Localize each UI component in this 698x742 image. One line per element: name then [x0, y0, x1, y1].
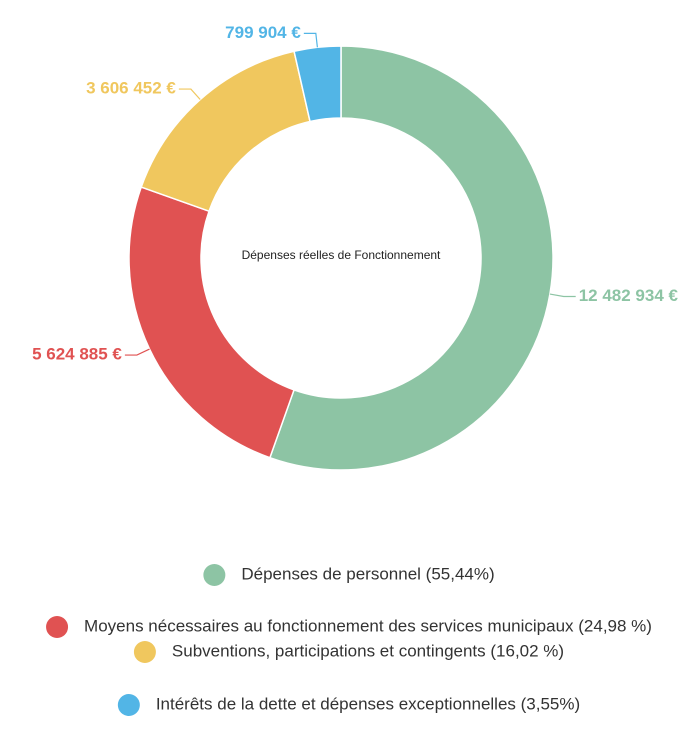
leader-line — [178, 88, 201, 100]
legend-marker — [117, 694, 140, 716]
value-label: 12 482 934 € — [579, 286, 679, 305]
donut-segment — [140, 50, 311, 213]
legend-label: Dépenses de personnel (55,44%) — [241, 564, 494, 583]
center-text: Dépenses réelles de Fonctionnement — [242, 248, 441, 262]
value-label: 3 606 452 € — [86, 79, 176, 98]
legend-marker — [203, 564, 226, 586]
value-label: 5 624 885 € — [32, 345, 122, 364]
legend-label: Intérêts de la dette et dépenses excepti… — [156, 694, 580, 713]
leader-line — [124, 348, 150, 356]
legend-label: Moyens nécessaires au fonctionnement des… — [84, 616, 652, 635]
donut-segment — [128, 186, 295, 459]
legend-label: Subventions, participations et contingen… — [172, 641, 564, 660]
leader-line — [549, 293, 576, 298]
legend-marker — [46, 616, 69, 638]
value-label: 799 904 € — [225, 23, 301, 42]
donut-segment — [293, 45, 342, 123]
legend-marker — [133, 641, 156, 663]
donut-segment — [268, 45, 554, 471]
leader-line — [303, 32, 318, 48]
